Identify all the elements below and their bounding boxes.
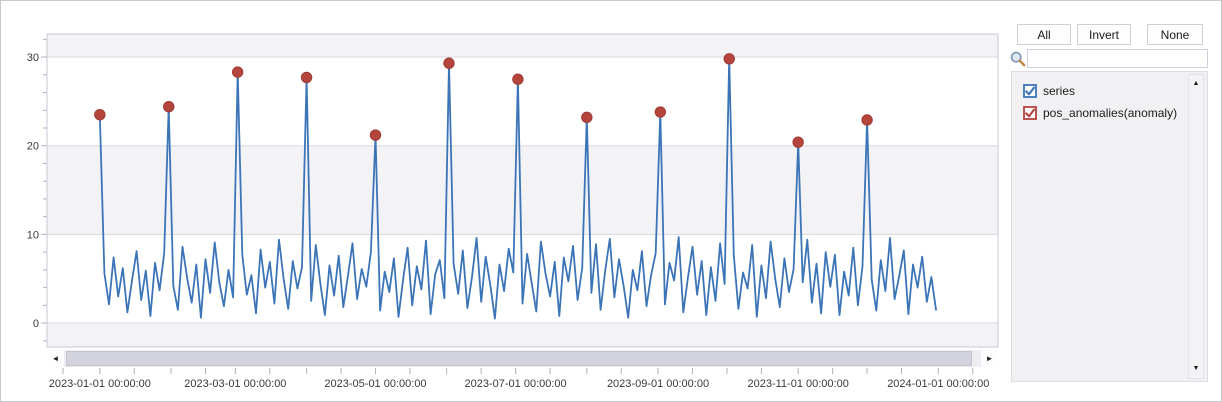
x-tick-label: 2023-05-01 00:00:00 [324, 378, 426, 390]
anomaly-point [723, 53, 735, 65]
select-all-button[interactable]: All [1017, 24, 1071, 45]
anomaly-point [163, 101, 175, 113]
x-tick-label: 2024-01-01 00:00:00 [887, 378, 989, 390]
y-tick-label: 10 [27, 229, 39, 241]
legend-panel: All Invert None series pos_anomalies(anom… [1009, 1, 1208, 401]
x-tick-label: 2023-07-01 00:00:00 [465, 378, 567, 390]
chart-h-scrollbar[interactable]: ◄ ► [47, 350, 998, 367]
legend-item[interactable]: series [1012, 80, 1185, 102]
anomaly-point [792, 136, 804, 148]
y-tick-label: 30 [27, 52, 39, 64]
invert-selection-button[interactable]: Invert [1077, 24, 1131, 45]
scroll-down-button[interactable]: ▼ [1192, 365, 1200, 372]
legend-item[interactable]: pos_anomalies(anomaly) [1012, 102, 1185, 124]
legend-item-label: pos_anomalies(anomaly) [1043, 106, 1178, 120]
h-scroll-thumb[interactable] [66, 351, 972, 366]
axis-band [47, 34, 998, 58]
x-tick-label: 2023-03-01 00:00:00 [184, 378, 286, 390]
anomaly-point [369, 129, 382, 141]
anomaly-point [512, 73, 524, 85]
legend-list: series pos_anomalies(anomaly) ▲ ▼ [1011, 71, 1208, 382]
x-tick-label: 2023-01-01 00:00:00 [49, 378, 151, 390]
legend-item-label: series [1043, 84, 1076, 98]
anomaly-point [94, 108, 106, 121]
scroll-right-button[interactable]: ► [981, 350, 998, 367]
plot-border [46, 33, 999, 348]
legend-button-row: All Invert None [1011, 24, 1208, 45]
anomaly-point [231, 66, 244, 78]
legend-item-checkbox[interactable] [1023, 106, 1037, 120]
h-scroll-track[interactable] [64, 350, 981, 367]
anomaly-point [861, 114, 873, 126]
x-tick-label: 2023-11-01 00:00:00 [747, 378, 848, 390]
y-tick-label: 0 [33, 318, 39, 330]
select-none-button[interactable]: None [1147, 24, 1203, 45]
axis-band [47, 323, 998, 347]
legend-search-row [1009, 48, 1208, 69]
scroll-up-button[interactable]: ▲ [1192, 80, 1200, 87]
scroll-left-button[interactable]: ◄ [47, 350, 64, 367]
anomaly-point [581, 111, 593, 124]
anomaly-point [300, 71, 313, 84]
legend-search-input[interactable] [1027, 49, 1208, 68]
legend-v-scrollbar[interactable]: ▲ ▼ [1188, 74, 1204, 379]
timeseries-chart: 0 10 20 30 2023-01-01 00:00:00 2023-03-01 00:… [1, 1, 1003, 402]
y-tick-label: 20 [27, 141, 39, 153]
anomaly-point [443, 57, 455, 69]
anomaly-point [654, 106, 667, 118]
legend-item-checkbox[interactable] [1023, 84, 1037, 98]
x-tick-label: 2023-09-01 00:00:00 [607, 378, 709, 390]
axis-band [47, 145, 998, 235]
search-icon [1009, 50, 1027, 68]
chart-canvas[interactable]: 0 10 20 30 2023-01-01 00:00:00 2023-03-01 00:… [1, 1, 1003, 402]
